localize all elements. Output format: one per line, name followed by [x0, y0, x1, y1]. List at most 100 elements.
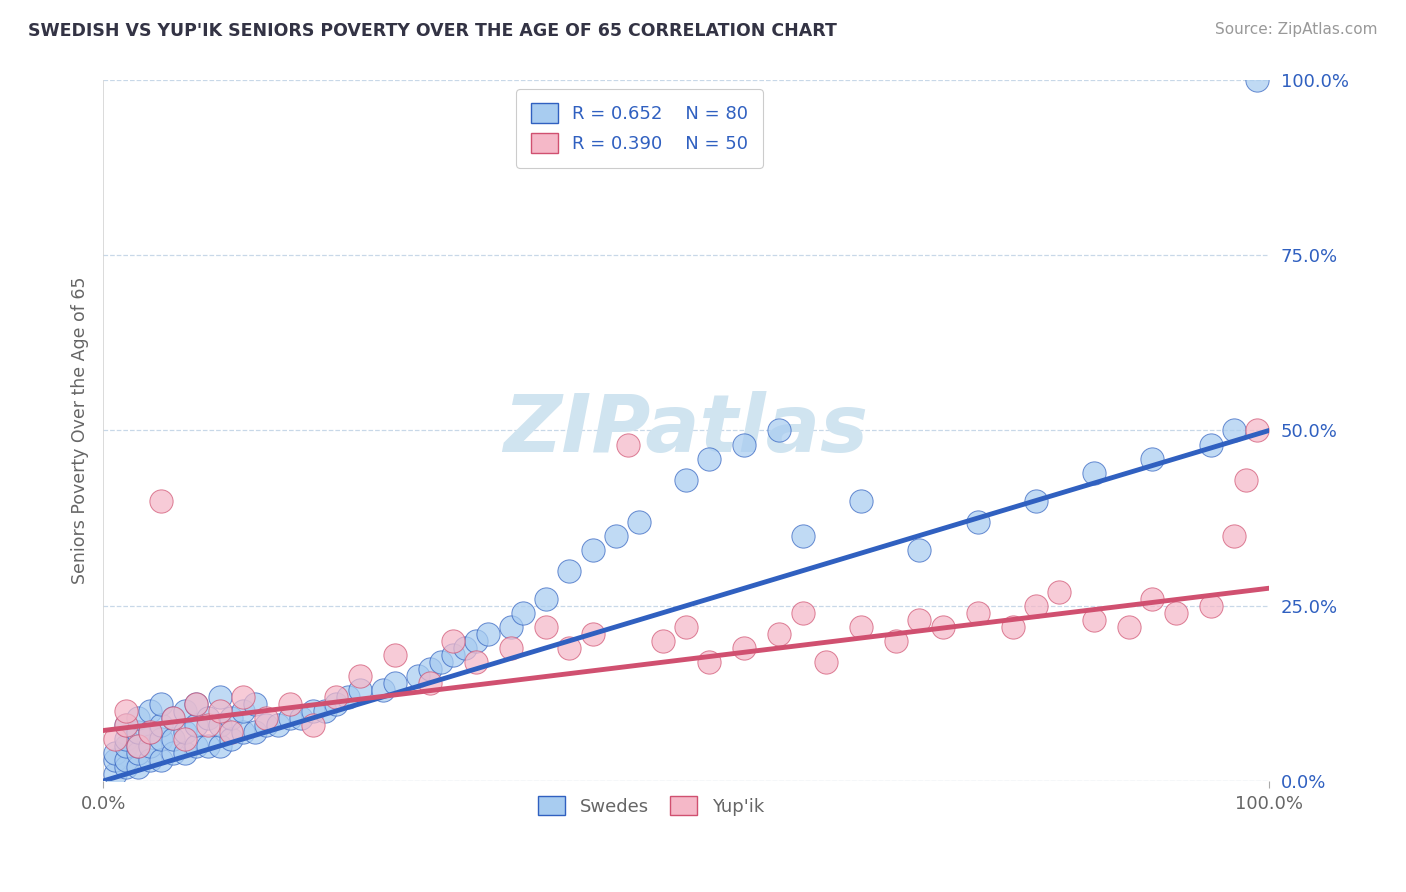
Point	[477, 627, 499, 641]
Point	[127, 739, 149, 753]
Point	[115, 704, 138, 718]
Point	[465, 633, 488, 648]
Point	[115, 718, 138, 732]
Point	[699, 451, 721, 466]
Point	[1083, 466, 1105, 480]
Point	[792, 606, 814, 620]
Point	[139, 725, 162, 739]
Point	[558, 564, 581, 578]
Point	[675, 620, 697, 634]
Point	[582, 627, 605, 641]
Point	[419, 676, 441, 690]
Point	[501, 620, 523, 634]
Point	[186, 718, 208, 732]
Text: Source: ZipAtlas.com: Source: ZipAtlas.com	[1215, 22, 1378, 37]
Point	[534, 620, 557, 634]
Point	[733, 437, 755, 451]
Point	[558, 640, 581, 655]
Point	[1246, 73, 1268, 87]
Text: SWEDISH VS YUP'IK SENIORS POVERTY OVER THE AGE OF 65 CORRELATION CHART: SWEDISH VS YUP'IK SENIORS POVERTY OVER T…	[28, 22, 837, 40]
Point	[1142, 451, 1164, 466]
Point	[115, 718, 138, 732]
Point	[336, 690, 359, 704]
Point	[582, 542, 605, 557]
Point	[966, 515, 988, 529]
Point	[849, 493, 872, 508]
Point	[534, 591, 557, 606]
Point	[849, 620, 872, 634]
Point	[675, 473, 697, 487]
Point	[115, 739, 138, 753]
Point	[173, 704, 195, 718]
Point	[127, 711, 149, 725]
Point	[232, 704, 254, 718]
Point	[908, 613, 931, 627]
Point	[628, 515, 651, 529]
Point	[115, 731, 138, 746]
Point	[208, 739, 231, 753]
Point	[1223, 424, 1246, 438]
Point	[208, 718, 231, 732]
Point	[243, 725, 266, 739]
Point	[139, 704, 162, 718]
Point	[465, 655, 488, 669]
Point	[150, 493, 173, 508]
Point	[884, 633, 907, 648]
Point	[1234, 473, 1257, 487]
Point	[501, 640, 523, 655]
Point	[221, 725, 243, 739]
Point	[349, 682, 371, 697]
Point	[232, 725, 254, 739]
Point	[384, 676, 406, 690]
Point	[127, 760, 149, 774]
Point	[419, 662, 441, 676]
Point	[197, 739, 219, 753]
Point	[127, 725, 149, 739]
Point	[1142, 591, 1164, 606]
Point	[406, 669, 429, 683]
Point	[325, 697, 347, 711]
Point	[197, 718, 219, 732]
Legend: Swedes, Yup'ik: Swedes, Yup'ik	[529, 787, 773, 824]
Point	[127, 746, 149, 760]
Point	[186, 697, 208, 711]
Point	[186, 697, 208, 711]
Point	[208, 690, 231, 704]
Point	[1199, 599, 1222, 613]
Point	[512, 606, 534, 620]
Point	[104, 731, 127, 746]
Point	[173, 731, 195, 746]
Point	[139, 753, 162, 767]
Point	[768, 424, 790, 438]
Point	[1047, 584, 1070, 599]
Point	[384, 648, 406, 662]
Point	[453, 640, 475, 655]
Point	[104, 767, 127, 781]
Point	[1083, 613, 1105, 627]
Point	[430, 655, 453, 669]
Point	[441, 648, 464, 662]
Y-axis label: Seniors Poverty Over the Age of 65: Seniors Poverty Over the Age of 65	[72, 277, 89, 584]
Point	[966, 606, 988, 620]
Point	[221, 711, 243, 725]
Point	[908, 542, 931, 557]
Point	[208, 704, 231, 718]
Point	[733, 640, 755, 655]
Point	[150, 753, 173, 767]
Point	[162, 746, 184, 760]
Point	[325, 690, 347, 704]
Point	[314, 704, 336, 718]
Point	[1164, 606, 1187, 620]
Point	[605, 528, 627, 542]
Point	[162, 711, 184, 725]
Point	[173, 725, 195, 739]
Point	[139, 739, 162, 753]
Point	[162, 711, 184, 725]
Point	[1223, 528, 1246, 542]
Text: ZIPatlas: ZIPatlas	[503, 392, 869, 469]
Point	[278, 711, 301, 725]
Point	[197, 711, 219, 725]
Point	[1025, 493, 1047, 508]
Point	[232, 690, 254, 704]
Point	[1118, 620, 1140, 634]
